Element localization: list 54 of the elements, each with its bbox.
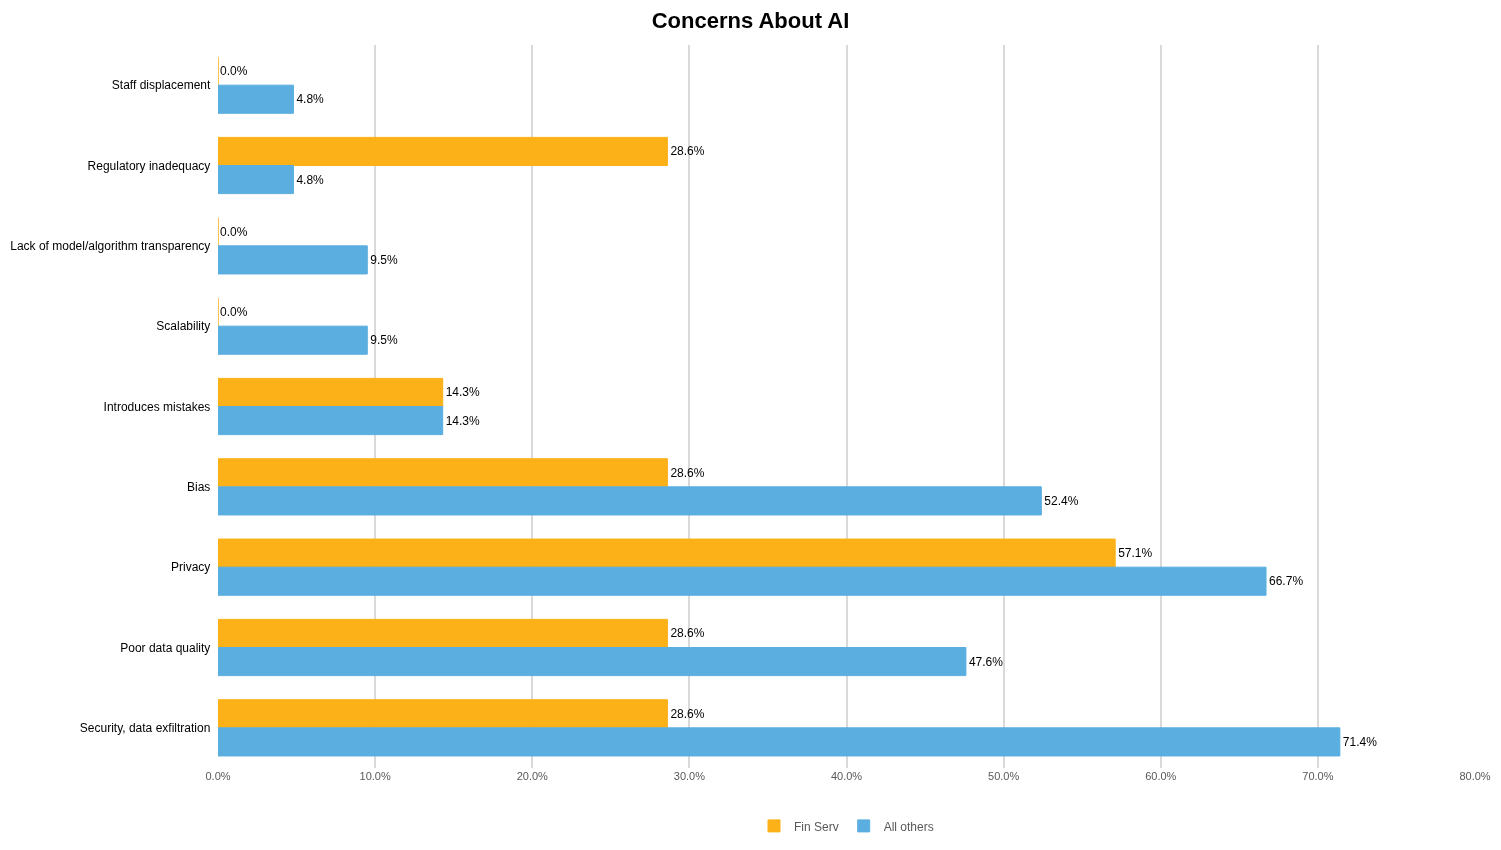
y-tick-label: Security, data exfiltration <box>79 721 217 736</box>
x-tick-label: 20.0% <box>516 770 549 782</box>
x-tick-label: 40.0% <box>830 770 863 782</box>
data-label: 28.6% <box>670 465 705 480</box>
y-tick-label: Lack of model/algorithm transparency <box>10 239 217 254</box>
y-tick-label: Scalability <box>156 319 217 334</box>
x-tick-label: 0.0% <box>205 770 231 782</box>
bar <box>218 538 1116 568</box>
data-label: 57.1% <box>1118 546 1153 561</box>
bar <box>218 699 668 729</box>
legend-label: Fin Serv <box>794 819 839 834</box>
legend-label: All others <box>883 819 934 834</box>
y-tick-label: Bias <box>186 480 217 495</box>
bar <box>218 245 368 275</box>
x-tick-label: 80.0% <box>1459 770 1491 782</box>
bar <box>218 377 444 407</box>
y-tick-label: Privacy <box>170 560 217 575</box>
bar <box>218 325 368 355</box>
data-label: 0.0% <box>220 305 248 319</box>
bar <box>218 136 668 166</box>
data-label: 28.6% <box>670 144 705 159</box>
bar <box>218 727 1341 757</box>
y-tick-label: Introduces mistakes <box>103 399 217 414</box>
data-label: 71.4% <box>1342 734 1378 749</box>
data-label: 4.8% <box>296 172 325 187</box>
data-label: 4.8% <box>296 92 325 107</box>
y-tick-label: Poor data quality <box>120 640 217 655</box>
bar <box>218 458 668 488</box>
data-label: 28.6% <box>670 626 705 641</box>
bar <box>218 486 1042 516</box>
data-label: 9.5% <box>370 333 398 348</box>
data-label: 47.6% <box>968 654 1004 669</box>
bar <box>218 647 967 677</box>
y-tick-label: Staff displacement <box>111 78 217 93</box>
chart-title: Concerns About AI <box>651 8 850 34</box>
bar <box>218 566 1267 596</box>
data-label: 0.0% <box>220 225 248 239</box>
x-tick-label: 50.0% <box>988 770 1020 782</box>
bar <box>218 84 294 114</box>
bar <box>218 618 668 648</box>
data-label: 52.4% <box>1044 493 1079 508</box>
data-label: 0.0% <box>220 64 248 78</box>
data-label: 14.3% <box>445 413 481 428</box>
bar <box>218 165 294 195</box>
data-label: 9.5% <box>370 252 398 267</box>
x-tick-label: 60.0% <box>1145 770 1177 782</box>
bar <box>218 406 444 436</box>
data-label: 14.3% <box>445 385 481 400</box>
x-tick-label: 30.0% <box>673 770 706 782</box>
data-label: 28.6% <box>670 706 705 721</box>
x-tick-label: 70.0% <box>1302 770 1334 782</box>
y-tick-label: Regulatory inadequacy <box>87 158 217 173</box>
x-tick-label: 10.0% <box>359 770 391 782</box>
data-label: 66.7% <box>1269 574 1304 589</box>
